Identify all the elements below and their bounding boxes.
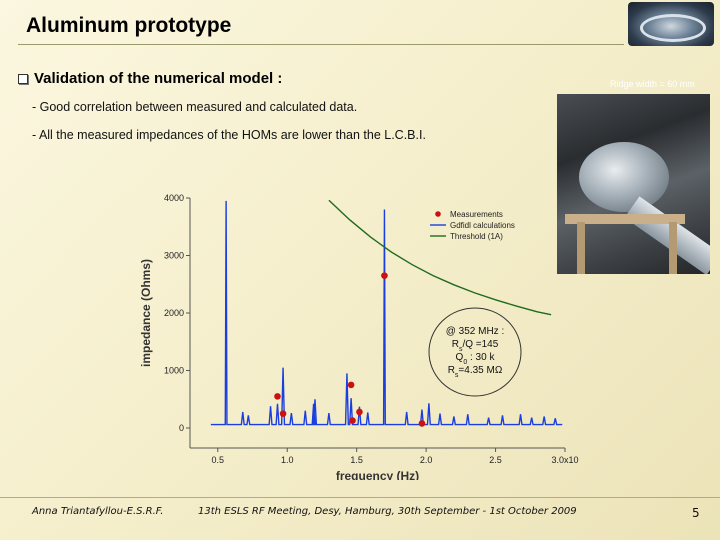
x-tick-label: 2.5 [489,455,502,465]
storage-ring-icon [640,14,706,42]
prototype-photo [557,94,710,274]
y-tick-label: 3000 [164,251,184,261]
cavity-body [579,142,669,212]
y-tick-label: 1000 [164,366,184,376]
annotation-text-part: 0 [463,359,467,366]
annotation-text-part: s [459,346,463,353]
ridge-width-label: Ridge width = 60 mm [610,79,695,89]
x-axis-label: frequency (Hz) [336,469,419,480]
title-underline [18,44,624,45]
measurement-point [347,381,355,389]
measurement-point [274,393,281,400]
legend-measurements-marker [435,211,441,217]
measurement-point [418,420,426,427]
footer-rule [0,497,720,498]
legend-threshold-label: Threshold (1A) [450,232,503,241]
annotation-text-part: s [455,372,459,379]
x-tick-label: 1.5 [350,455,363,465]
page-number: 5 [692,506,700,520]
y-tick-label: 0 [179,423,184,433]
table-leg [577,222,585,274]
measurement-point [279,410,287,417]
annotation-text-part: @ 352 MHz : [446,326,505,337]
checkbox-bullet-icon [18,73,28,84]
annotation-q0: Q0 : 30 k [456,352,496,366]
x-tick-label: 2.0 [420,455,433,465]
support-table [565,214,685,224]
annotation-rs-over-q: Rs/Q =145 [452,339,499,353]
annotation-frequency: @ 352 MHz : [446,326,505,337]
sub-point-impedances: - All the measured impedances of the HOM… [32,128,426,142]
slide-title: Aluminum prototype [26,14,232,37]
footer-author: Anna Triantafyllou-E.S.R.F. [32,506,164,517]
table-leg [669,222,677,274]
footer-meeting: 13th ESLS RF Meeting, Desy, Hamburg, 30t… [198,506,577,517]
annotation-text-part: R [448,365,455,376]
impedance-chart: 010002000300040000.51.01.52.02.53.0x109f… [130,180,587,485]
measurement-point [349,417,356,424]
legend-measurements-label: Measurements [450,210,503,219]
esrf-logo [628,2,714,46]
bullet-validation: Validation of the numerical model : [18,70,282,87]
beam-pipe [624,196,710,274]
x-tick-label: 0.5 [212,455,225,465]
bullet-text: Validation of the numerical model : [34,70,283,87]
threshold-series-line [328,199,552,316]
footer-meeting-text: 13th ESLS RF Meeting, Desy, Hamburg, 30t… [198,506,577,517]
legend-calc-label: Gdfidl calculations [450,221,515,230]
annotation-text-part: =4.35 MΩ [458,365,502,376]
annotation-text-part: R [452,339,459,350]
annotation-text-part: Q [456,352,464,363]
chart-svg: 010002000300040000.51.01.52.02.53.0x109f… [139,193,587,483]
y-tick-label: 4000 [164,193,184,203]
annotation-rs: Rs=4.35 MΩ [448,365,503,379]
y-tick-label: 2000 [164,308,184,318]
sub-point-correlation: - Good correlation between measured and … [32,100,358,114]
measurement-point [356,408,363,416]
annotation-text-part: : 30 k [467,352,495,363]
calc-series-line [210,200,563,426]
annotation-ellipse [428,307,522,397]
y-axis-label: impedance (Ohms) [139,259,153,367]
measurement-point [381,272,388,279]
annotation-text-part: /Q =145 [462,339,498,350]
x-tick-label: 3.0x10 [551,455,578,465]
x-tick-label: 1.0 [281,455,294,465]
